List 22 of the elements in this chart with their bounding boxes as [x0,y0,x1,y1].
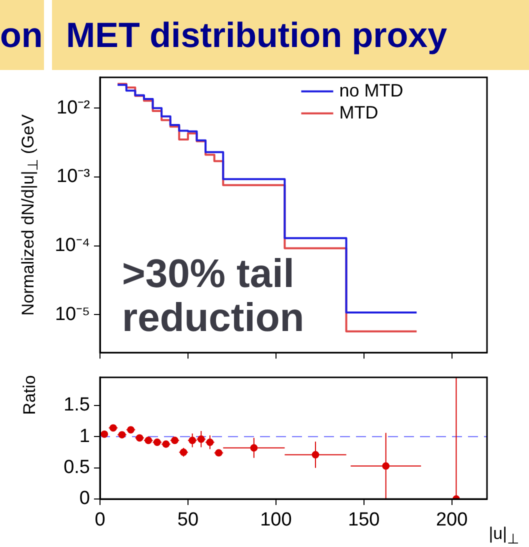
x-tick-label: 150 [348,510,380,531]
annotation: >30% tail reduction [122,252,306,340]
point [100,430,108,438]
y-axis-title: Ratio [20,375,40,415]
y-tick-label: 1 [79,426,90,447]
y-tick-label: 10⁻⁵ [54,304,90,325]
y-tick-label: 0 [79,488,90,510]
x-tick-label: 0 [94,510,106,531]
legend-label: no MTD [339,80,404,100]
y-tick-label: 1.5 [64,394,90,416]
x-tick-label: 200 [436,510,468,531]
x-tick-label: 50 [177,510,199,531]
point [197,435,205,443]
legend-label: MTD [339,102,378,122]
y-tick-label: 10⁻² [56,97,90,118]
text: on [0,0,44,70]
y-tick-label: 10⁻⁴ [54,235,90,256]
y-tick-label: 0.5 [64,457,90,478]
chart-title: MET distribution proxy [52,0,529,70]
x-axis-title: |u|$_{⊥}$ [488,524,519,547]
y-tick-label: 10⁻³ [56,166,90,188]
x-tick-label: 100 [260,510,292,531]
